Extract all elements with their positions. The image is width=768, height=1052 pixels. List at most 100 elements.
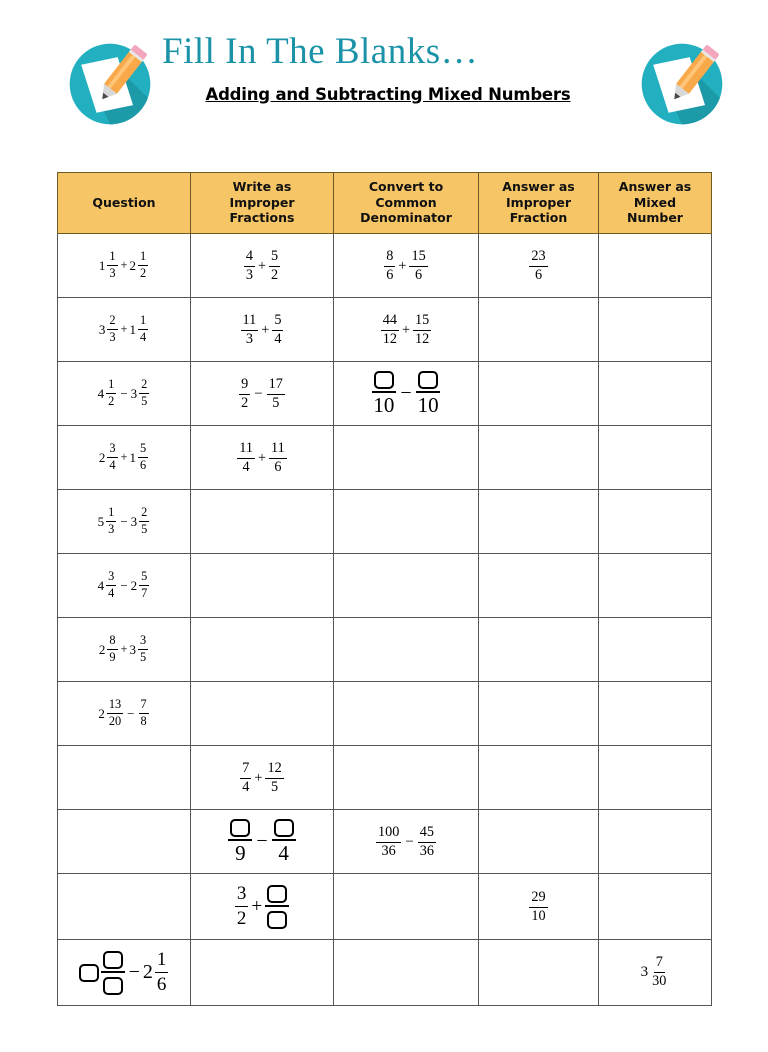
math-expression: 4 1 2 − 3 2 5 — [98, 377, 151, 409]
cell-question[interactable]: 2 3 4 + 1 5 6 — [57, 424, 191, 490]
cell-answer-improper[interactable] — [478, 744, 599, 810]
numerator-blank-box[interactable] — [265, 883, 290, 907]
cell-common-denominator[interactable] — [333, 938, 479, 1006]
cell-answer-improper[interactable] — [478, 296, 599, 362]
blank-box-icon[interactable] — [230, 818, 251, 837]
cell-common-denominator[interactable]: 100 36 − 45 36 — [333, 808, 479, 874]
cell-common-denominator[interactable] — [333, 552, 479, 618]
cell-question[interactable] — [57, 744, 191, 810]
fraction: 3 4 — [107, 441, 118, 473]
cell-answer-improper[interactable] — [478, 808, 599, 874]
cell-answer-mixed[interactable] — [598, 552, 712, 618]
math-expression: − 2 1 6 — [78, 949, 170, 996]
denominator: 4 — [242, 778, 250, 795]
cell-question[interactable] — [57, 808, 191, 874]
cell-answer-improper[interactable] — [478, 616, 599, 682]
worksheet-table-wrapper: Question Write as Improper Fractions Con… — [57, 172, 712, 1006]
cell-answer-improper[interactable] — [478, 488, 599, 554]
cell-answer-improper[interactable] — [478, 938, 599, 1006]
cell-common-denominator[interactable] — [333, 680, 479, 746]
cell-answer-improper[interactable]: 23 6 — [478, 232, 599, 298]
cell-question[interactable]: 5 1 3 − 3 2 5 — [57, 488, 191, 554]
cell-answer-improper[interactable] — [478, 360, 599, 426]
numerator-blank-box[interactable] — [416, 368, 441, 394]
cell-improper[interactable]: 11 4 + 11 6 — [190, 424, 334, 490]
fraction: 5 4 — [272, 312, 284, 348]
fraction: 11 3 — [240, 312, 259, 348]
whole-number: 2 — [98, 705, 105, 721]
cell-improper[interactable]: 4 3 + 5 2 — [190, 232, 334, 298]
cell-answer-improper[interactable] — [478, 680, 599, 746]
numerator: 2 — [139, 505, 150, 522]
cell-common-denominator[interactable] — [333, 488, 479, 554]
cell-answer-improper[interactable] — [478, 552, 599, 618]
cell-common-denominator[interactable] — [333, 872, 479, 940]
numerator-blank-box[interactable] — [228, 816, 253, 842]
denominator-blank-box[interactable] — [101, 973, 125, 995]
cell-improper[interactable] — [190, 616, 334, 682]
cell-question[interactable]: 1 1 3 + 2 1 2 — [57, 232, 191, 298]
blank-box-icon[interactable] — [78, 964, 99, 983]
cell-common-denominator[interactable]: 8 6 + 15 6 — [333, 232, 479, 298]
cell-question[interactable] — [57, 872, 191, 940]
operator: + — [120, 641, 128, 656]
cell-answer-mixed[interactable] — [598, 808, 712, 874]
cell-answer-improper[interactable] — [478, 424, 599, 490]
cell-answer-mixed[interactable] — [598, 488, 712, 554]
cell-common-denominator[interactable]: 10 − 10 — [333, 360, 479, 426]
denominator-blank-box[interactable] — [265, 907, 289, 929]
cell-question[interactable]: − 2 1 6 — [57, 938, 191, 1006]
blank-box-icon[interactable] — [267, 885, 288, 904]
blank-box-icon[interactable] — [418, 370, 439, 389]
cell-common-denominator[interactable] — [333, 744, 479, 810]
header-line: Improper — [506, 194, 571, 210]
math-expression: 11 3 + 5 4 — [240, 312, 285, 348]
cell-question[interactable]: 4 3 4 − 2 5 7 — [57, 552, 191, 618]
operator: − — [405, 833, 414, 850]
cell-question[interactable]: 2 13 20 − 7 8 — [57, 680, 191, 746]
cell-improper[interactable] — [190, 938, 334, 1006]
operator: + — [120, 321, 128, 336]
blank-box-icon[interactable] — [273, 818, 294, 837]
numerator-blank-box[interactable] — [100, 949, 125, 973]
cell-question[interactable]: 4 1 2 − 3 2 5 — [57, 360, 191, 426]
blank-box-icon[interactable] — [373, 370, 394, 389]
cell-answer-mixed[interactable] — [598, 360, 712, 426]
cell-answer-mixed[interactable] — [598, 744, 712, 810]
cell-improper[interactable] — [190, 552, 334, 618]
whole-number: 3 — [98, 321, 106, 337]
cell-answer-mixed[interactable] — [598, 872, 712, 940]
blank-box-icon[interactable] — [102, 976, 123, 995]
fraction: 1 3 — [106, 505, 117, 537]
cell-improper[interactable]: 3 2 + — [190, 872, 334, 940]
cell-question[interactable]: 2 8 9 + 3 3 5 — [57, 616, 191, 682]
cell-answer-mixed[interactable] — [598, 296, 712, 362]
cell-improper[interactable]: 11 3 + 5 4 — [190, 296, 334, 362]
cell-answer-improper[interactable]: 29 10 — [478, 872, 599, 940]
fraction: 8 9 — [107, 633, 118, 665]
cell-question[interactable]: 3 2 3 + 1 1 4 — [57, 296, 191, 362]
cell-common-denominator[interactable]: 44 12 + 15 12 — [333, 296, 479, 362]
blank-box-icon[interactable] — [102, 951, 123, 970]
cell-answer-mixed[interactable]: 3 7 30 — [598, 938, 712, 1006]
cell-answer-mixed[interactable] — [598, 424, 712, 490]
cell-common-denominator[interactable] — [333, 424, 479, 490]
cell-improper[interactable]: 9 2 − 17 5 — [190, 360, 334, 426]
cell-improper[interactable]: 7 4 + 12 5 — [190, 744, 334, 810]
cell-answer-mixed[interactable] — [598, 232, 712, 298]
cell-improper[interactable] — [190, 680, 334, 746]
cell-improper[interactable]: 9 − 4 — [190, 808, 334, 874]
denominator: 36 — [419, 842, 435, 859]
operator: − — [400, 382, 412, 404]
cell-improper[interactable] — [190, 488, 334, 554]
cell-common-denominator[interactable] — [333, 616, 479, 682]
denominator: 6 — [274, 458, 282, 475]
numerator-blank-box[interactable] — [371, 368, 396, 394]
cell-answer-mixed[interactable] — [598, 680, 712, 746]
header-line: Mixed — [633, 194, 677, 210]
blank-box-icon[interactable] — [267, 910, 288, 929]
denominator: 4 — [139, 329, 147, 344]
whole-number-blank-box[interactable] — [78, 962, 100, 983]
numerator-blank-box[interactable] — [271, 816, 296, 842]
cell-answer-mixed[interactable] — [598, 616, 712, 682]
